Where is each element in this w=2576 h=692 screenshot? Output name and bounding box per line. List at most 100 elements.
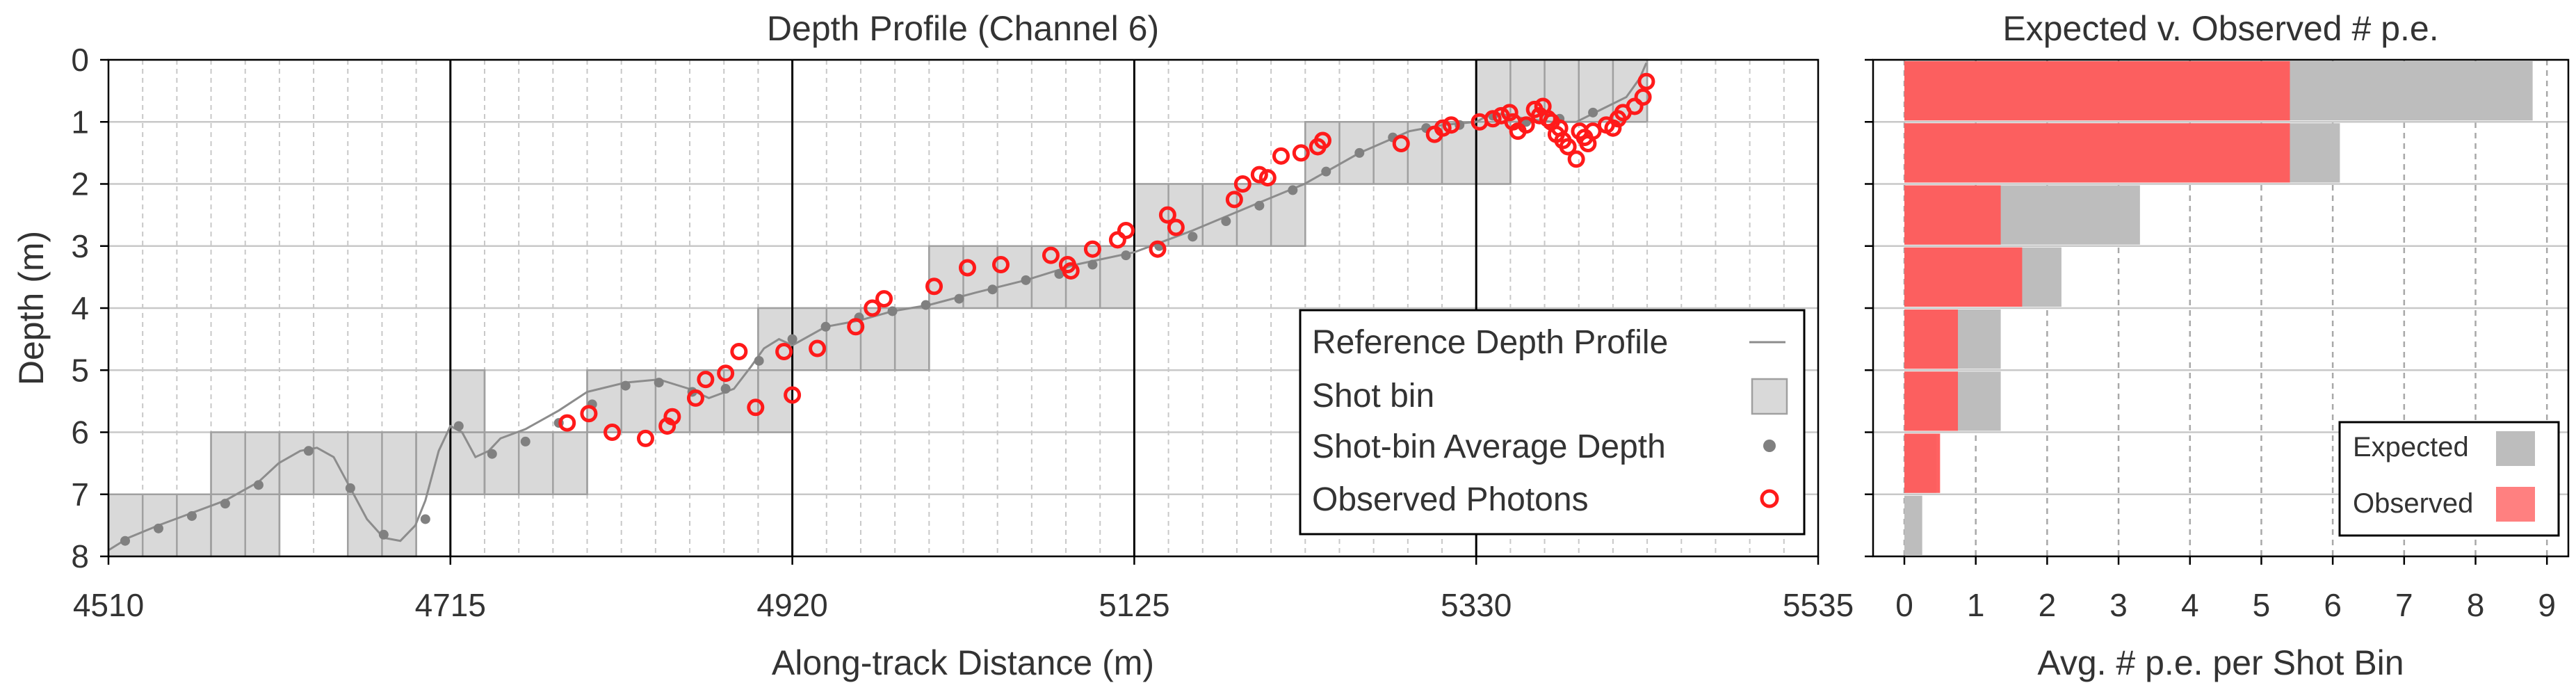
observed-photon-point <box>875 290 893 308</box>
observed-photon-point <box>864 299 882 317</box>
legend-label-shot-bin: Shot bin <box>1312 378 1434 415</box>
depth-profile-panel: 4510 4715 4920 5125 5330 5535 0 1 2 3 4 5 6 7 8 Depth… <box>12 9 1854 682</box>
y-tick-label: 6 <box>71 415 89 451</box>
observed-photon-point <box>1392 134 1410 152</box>
right-x-tick-label: 8 <box>2467 587 2485 623</box>
legend-label-expected: Expected <box>2353 432 2469 462</box>
legend-label-average-depth: Shot-bin Average Depth <box>1312 428 1666 465</box>
average-depth-point <box>1087 259 1098 270</box>
observed-photon-point <box>1258 169 1277 187</box>
average-depth-point <box>345 483 355 493</box>
average-depth-point <box>1254 200 1265 211</box>
left-x-axis-label: Along-track Distance (m) <box>772 643 1154 682</box>
expected-vs-observed-panel: 0 1 2 3 4 5 6 7 8 9 Expected v. Observed # p.e. A… <box>1865 9 2570 682</box>
right-x-tick-label: 9 <box>2538 587 2556 623</box>
observed-photon-point <box>1117 221 1135 239</box>
observed-photon-point <box>1233 175 1251 193</box>
observed-photon-point <box>686 389 704 407</box>
legend-label-reference-profile: Reference Depth Profile <box>1312 324 1668 361</box>
observed-photon-point <box>1637 72 1655 90</box>
left-y-ticks: 0 1 2 3 4 5 6 7 8 <box>71 42 108 574</box>
shot-bin-outline <box>483 431 588 495</box>
observed-photon-point <box>1062 261 1080 280</box>
observed-photon-point <box>784 386 802 404</box>
observed-photon-point <box>1158 206 1176 224</box>
observed-photon-point <box>1042 246 1060 264</box>
average-depth-point <box>987 284 998 295</box>
average-depth-point <box>1288 185 1298 195</box>
right-bars <box>1904 61 2533 555</box>
average-depth-point <box>820 321 831 332</box>
left-legend: Reference Depth Profile Shot bin Shot-bi… <box>1299 309 1806 536</box>
right-x-tick-label: 3 <box>2109 587 2128 623</box>
shot-bin <box>758 308 930 371</box>
observed-photon-point <box>809 339 827 357</box>
observed-bar <box>1904 123 2290 183</box>
y-tick-label: 2 <box>71 166 89 202</box>
average-depth-point <box>654 378 664 388</box>
average-depth-point <box>921 300 931 310</box>
y-tick-label: 3 <box>71 228 89 264</box>
y-tick-label: 5 <box>71 352 89 388</box>
observed-photon-point <box>1484 110 1502 128</box>
observed-photon-point <box>1083 240 1101 258</box>
observed-photon-point <box>663 408 681 426</box>
y-tick-label: 0 <box>71 42 89 78</box>
x-tick-label: 5330 <box>1441 587 1512 623</box>
observed-bar <box>1904 247 2023 307</box>
observed-photon-point <box>1292 144 1310 162</box>
right-x-tick-label: 5 <box>2253 587 2271 623</box>
observed-photon-point <box>925 277 943 296</box>
x-tick-label: 4510 <box>73 587 144 623</box>
shot-bin <box>1476 122 1511 184</box>
observed-photon-point <box>747 399 765 417</box>
right-x-tick-label: 1 <box>1967 587 1985 623</box>
legend-average-swatch <box>1763 440 1776 452</box>
right-x-tick-label: 0 <box>1895 587 1913 623</box>
right-legend: Expected Observed <box>2338 421 2560 537</box>
legend-bin-swatch <box>1751 378 1788 415</box>
average-depth-point <box>1221 216 1231 227</box>
expected-bar <box>1904 495 1922 555</box>
average-depth-point <box>754 355 764 366</box>
right-x-tick-label: 6 <box>2324 587 2342 623</box>
observed-photon-point <box>697 371 715 389</box>
shot-bin-outline <box>757 307 930 371</box>
observed-photon-point <box>1313 131 1331 150</box>
right-x-tick-label: 4 <box>2181 587 2199 623</box>
average-depth-point <box>1188 232 1198 242</box>
y-tick-label: 8 <box>71 538 89 574</box>
right-x-tick-label: 7 <box>2395 587 2413 623</box>
average-depth-point <box>1321 166 1331 177</box>
legend-label-observed-photons: Observed Photons <box>1312 481 1589 518</box>
observed-photon-point <box>1225 191 1243 209</box>
observed-bar <box>1904 309 1959 369</box>
observed-photon-point <box>1442 116 1460 134</box>
legend-expected-swatch <box>2496 431 2535 466</box>
y-tick-label: 4 <box>71 290 89 326</box>
observed-photon-point <box>1539 110 1557 128</box>
average-depth-point <box>378 529 389 540</box>
shot-bin <box>450 370 485 433</box>
right-x-ticks: 0 1 2 3 4 5 6 7 8 9 <box>1895 556 2556 623</box>
average-depth-point <box>487 449 497 459</box>
left-y-axis-label: Depth (m) <box>12 231 51 385</box>
left-x-ticks: 4510 4715 4920 5125 5330 5535 <box>73 556 1854 623</box>
observed-bar <box>1904 61 2290 121</box>
observed-photon-point <box>558 414 576 432</box>
observed-photon-point <box>991 256 1010 274</box>
observed-photon-point <box>1272 147 1290 165</box>
observed-photon-point <box>1559 138 1577 156</box>
observed-photon-point <box>717 364 735 383</box>
observed-photon-point <box>1250 166 1268 184</box>
observed-bar <box>1904 371 1959 431</box>
shot-bin <box>484 432 588 494</box>
observed-photon-point <box>1584 122 1602 140</box>
observed-photon-point <box>1634 88 1652 106</box>
observed-photon-point <box>1434 119 1452 137</box>
x-tick-label: 5125 <box>1099 587 1169 623</box>
observed-photons <box>558 72 1655 447</box>
x-tick-label: 4715 <box>415 587 486 623</box>
observed-photon-point <box>730 342 748 360</box>
observed-photon-point <box>1167 218 1185 236</box>
